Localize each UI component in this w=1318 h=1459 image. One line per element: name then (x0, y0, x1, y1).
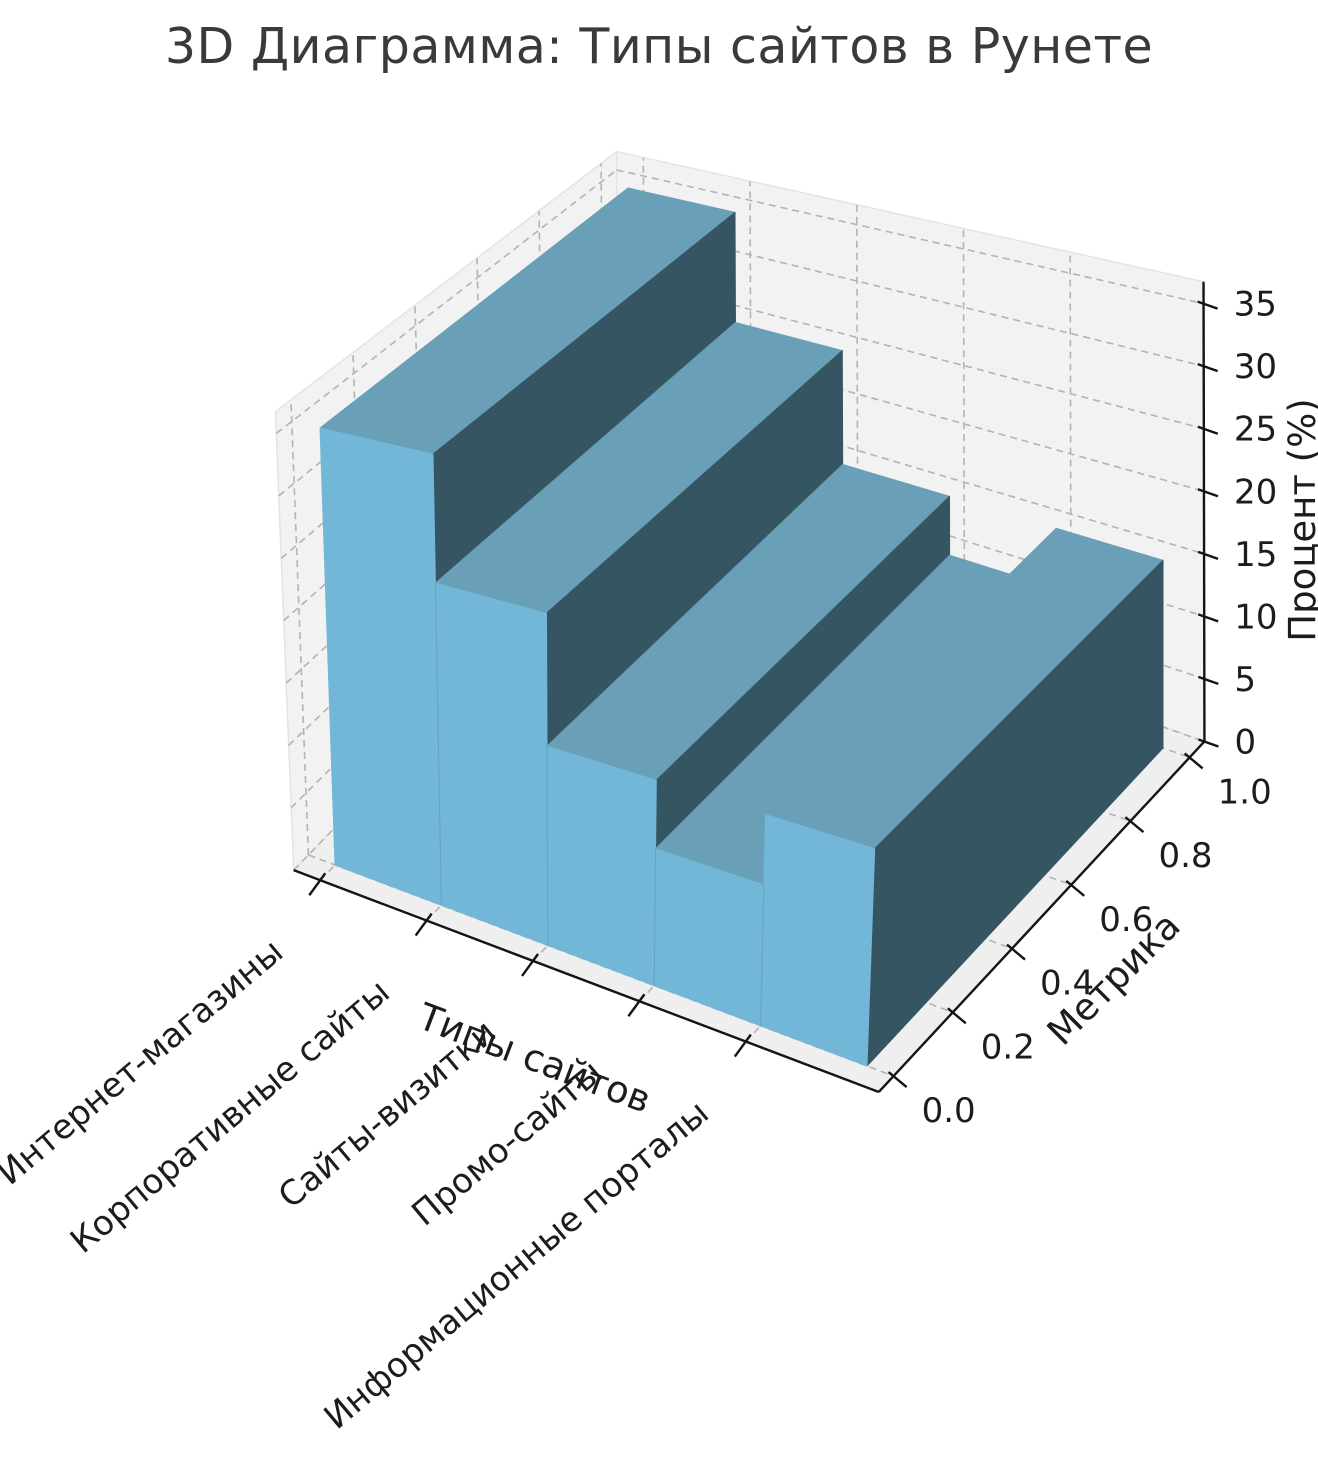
z-tick (1198, 738, 1219, 748)
x-tick-label: Корпоративные сайты (63, 972, 397, 1262)
bar-seam (546, 746, 549, 946)
x-axis-spine (293, 869, 880, 1094)
y-tick (1124, 816, 1145, 834)
z-tick-label: 15 (1234, 535, 1277, 575)
x-tick (733, 1033, 752, 1058)
bar-seam (434, 583, 442, 906)
z-tick-label: 0 (1234, 722, 1256, 762)
y-axis-spine (877, 740, 1206, 1093)
x-tick (308, 872, 327, 896)
bar-seam (653, 848, 657, 986)
bar-seam (760, 884, 765, 1026)
gridline-z-rightwall (616, 169, 1204, 305)
x-tick (521, 953, 540, 977)
z-tick (1197, 300, 1218, 310)
bar-front-face (434, 582, 549, 946)
gridline-x-rightwall (855, 204, 859, 620)
z-tick-label: 10 (1234, 597, 1277, 637)
x-tick-label: Интернет-магазины (0, 932, 291, 1194)
x-tick (414, 912, 433, 937)
z-tick-label: 20 (1234, 472, 1277, 512)
y-tick (1006, 943, 1026, 961)
y-tick-label: 0.6 (1099, 900, 1153, 940)
z-tick (1197, 550, 1219, 560)
z-tick-label: 30 (1234, 347, 1277, 387)
chart-title: 3D Диаграмма: Типы сайтов в Рунете (164, 18, 1154, 75)
x-tick (627, 993, 646, 1017)
z-tick (1197, 363, 1219, 373)
z-axis-label: Процент (%) (1281, 398, 1318, 641)
y-tick (1183, 752, 1204, 770)
y-tick-label: 1.0 (1218, 772, 1272, 812)
y-tick (1065, 879, 1085, 897)
y-tick-label: 0.4 (1040, 964, 1094, 1004)
gridline-y-leftwall (290, 399, 310, 855)
z-tick-label: 35 (1234, 285, 1277, 325)
z-tick (1197, 675, 1219, 686)
bar-front-face (760, 814, 876, 1067)
y-tick (947, 1007, 967, 1025)
y-tick (887, 1071, 908, 1088)
bar-front-face (546, 745, 657, 987)
z-tick-label: 25 (1234, 410, 1277, 450)
y-tick-label: 0.0 (922, 1091, 976, 1131)
y-tick-label: 0.8 (1158, 836, 1212, 876)
y-tick-label: 0.2 (981, 1027, 1035, 1067)
z-axis-spine (1202, 281, 1206, 742)
z-tick (1197, 425, 1219, 435)
z-tick (1197, 488, 1219, 498)
z-tick-label: 5 (1234, 660, 1256, 700)
z-tick (1197, 613, 1219, 623)
bar-front-face (319, 427, 442, 906)
